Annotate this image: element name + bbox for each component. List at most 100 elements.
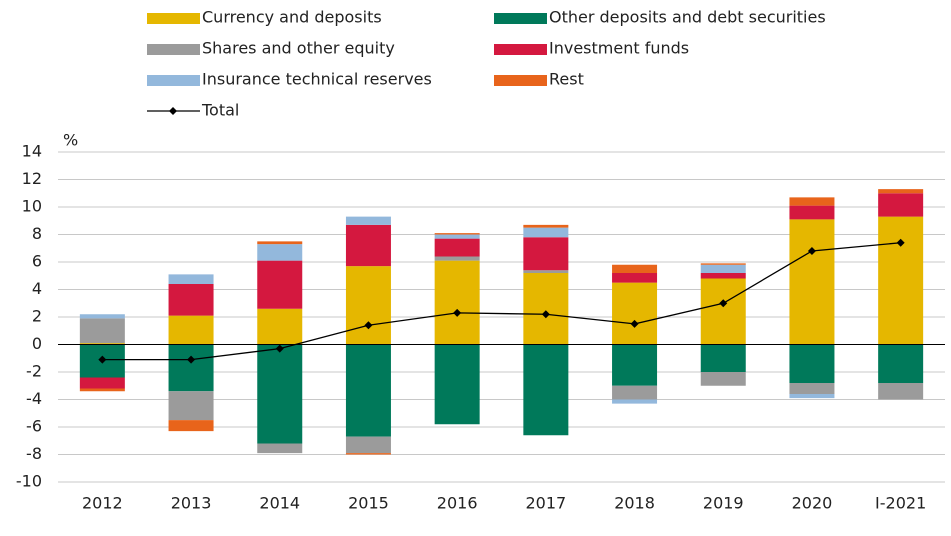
bar-segment xyxy=(700,263,746,265)
bar-segment xyxy=(79,318,125,344)
total-marker xyxy=(453,308,462,317)
bar-segment xyxy=(79,377,125,389)
bar-segment xyxy=(700,278,746,345)
x-tick-label: 2016 xyxy=(437,494,478,513)
y-tick-label: -4 xyxy=(26,389,42,408)
bar-segment xyxy=(345,436,391,454)
bar-segment xyxy=(523,270,569,273)
bar-segment xyxy=(345,224,391,267)
bar-segment xyxy=(612,273,658,283)
bar-segment xyxy=(612,344,658,386)
x-tick-label: 2019 xyxy=(703,494,744,513)
bar-segment xyxy=(700,372,746,386)
bar-segment xyxy=(168,420,214,432)
total-marker xyxy=(364,321,373,330)
bar-segment xyxy=(878,344,924,383)
x-tick-label: 2015 xyxy=(348,494,389,513)
y-tick-label: 8 xyxy=(32,224,42,243)
y-tick-label: -8 xyxy=(26,444,42,463)
legend-label: Rest xyxy=(549,70,584,89)
legend-swatch xyxy=(494,13,547,24)
legend-marker xyxy=(169,107,177,115)
bar-segment xyxy=(789,394,835,399)
bar-segment xyxy=(168,391,214,421)
x-tick-label: 2020 xyxy=(792,494,833,513)
bar-segment xyxy=(523,224,569,228)
bar-segment xyxy=(878,216,924,345)
bar-segment xyxy=(523,227,569,238)
legend-swatch xyxy=(494,44,547,55)
bar-segment xyxy=(612,399,658,404)
x-tick-label: 2017 xyxy=(525,494,566,513)
bar-segment xyxy=(79,343,125,345)
y-tick-label: 4 xyxy=(32,279,42,298)
bar-segment xyxy=(257,443,303,454)
legend-label: Total xyxy=(201,101,239,120)
bar-segment xyxy=(168,274,214,284)
legend-swatch xyxy=(147,44,200,55)
bar-segment xyxy=(523,237,569,271)
x-tick-label: 2018 xyxy=(614,494,655,513)
legend-label: Investment funds xyxy=(549,39,689,58)
y-tick-label: 10 xyxy=(22,197,42,216)
bar-segment xyxy=(612,385,658,400)
y-tick-label: 12 xyxy=(22,169,42,188)
y-tick-label: -10 xyxy=(16,472,42,491)
bar-segment xyxy=(345,216,391,225)
x-tick-label: 2012 xyxy=(82,494,123,513)
bar-segment xyxy=(612,282,658,345)
bar-segment xyxy=(700,273,746,279)
bar-segment xyxy=(79,314,125,319)
bar-segment xyxy=(257,244,303,261)
bar-segment xyxy=(789,219,835,345)
x-tick-label: 2013 xyxy=(171,494,212,513)
total-marker xyxy=(541,310,550,319)
bar-segment xyxy=(434,233,480,235)
bar-segment xyxy=(257,344,303,444)
y-tick-label: -2 xyxy=(26,362,42,381)
y-tick-label: -6 xyxy=(26,417,42,436)
bar-segment xyxy=(79,388,125,392)
bar-segment xyxy=(878,189,924,194)
bar-segment xyxy=(257,308,303,345)
bar-segment xyxy=(257,241,303,245)
legend-label: Insurance technical reserves xyxy=(202,70,432,89)
legend-label: Currency and deposits xyxy=(202,8,382,27)
legend-label: Shares and other equity xyxy=(202,39,395,58)
total-line xyxy=(102,242,901,361)
total-marker xyxy=(630,319,639,328)
bar-segment xyxy=(789,383,835,394)
legend-swatch xyxy=(147,75,200,86)
bar-segment xyxy=(168,344,214,392)
total-marker xyxy=(896,238,905,247)
bar-segment xyxy=(434,238,480,257)
bar-segment xyxy=(878,383,924,400)
bar-segment xyxy=(434,234,480,239)
bar-segment xyxy=(523,344,569,436)
y-unit: % xyxy=(63,131,78,150)
y-tick-label: 0 xyxy=(32,334,42,353)
bar-segment xyxy=(345,344,391,437)
bar-segment xyxy=(345,266,391,345)
y-tick-label: 14 xyxy=(22,142,42,161)
x-tick-label: I-2021 xyxy=(875,494,926,513)
bar-segment xyxy=(612,264,658,273)
y-tick-label: 6 xyxy=(32,252,42,271)
legend-swatch xyxy=(147,13,200,24)
bar-segment xyxy=(434,344,480,425)
total-marker xyxy=(98,355,107,364)
bar-segment xyxy=(789,205,835,220)
bar-segment xyxy=(168,315,214,345)
y-tick-label: 2 xyxy=(32,307,42,326)
legend-label: Other deposits and debt securities xyxy=(549,8,826,27)
legend-swatch xyxy=(494,75,547,86)
total-marker xyxy=(275,344,284,353)
bar-segment xyxy=(523,273,569,345)
bar-segment xyxy=(878,193,924,217)
bar-segment xyxy=(434,260,480,345)
bar-segment xyxy=(789,344,835,383)
bar-segment xyxy=(257,260,303,309)
bar-segment xyxy=(789,197,835,206)
bar-segment xyxy=(345,453,391,455)
